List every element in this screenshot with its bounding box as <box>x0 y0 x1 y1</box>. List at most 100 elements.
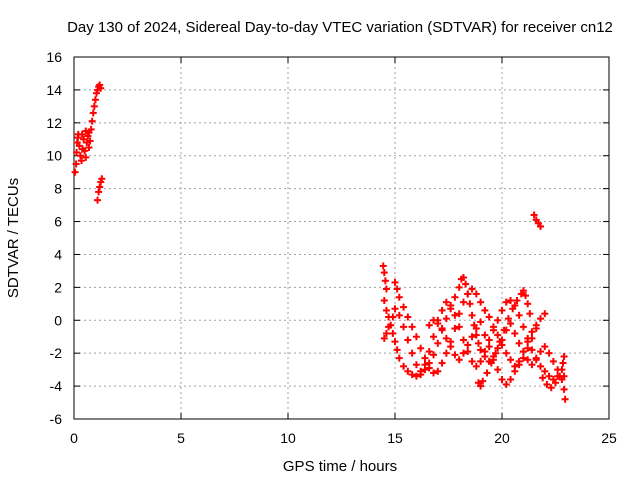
data-point <box>88 117 96 125</box>
data-point <box>492 349 500 357</box>
data-point <box>389 329 397 337</box>
data-point <box>524 300 532 308</box>
data-point <box>524 344 532 352</box>
data-point <box>78 130 86 138</box>
data-point <box>481 331 489 339</box>
data-point <box>382 285 390 293</box>
data-point <box>479 377 487 385</box>
y-tick-label: 14 <box>46 82 62 98</box>
data-point <box>417 344 425 352</box>
data-point <box>468 357 476 365</box>
data-point <box>447 343 455 351</box>
y-tick-label: 0 <box>54 312 62 328</box>
data-point <box>464 341 472 349</box>
data-point <box>393 346 401 354</box>
y-tick-label: -2 <box>50 345 63 361</box>
data-point <box>464 348 472 356</box>
y-tick-label: 10 <box>46 148 62 164</box>
data-point <box>82 127 90 135</box>
data-point <box>481 348 489 356</box>
data-point <box>74 134 82 142</box>
data-point <box>442 349 450 357</box>
data-point <box>537 348 545 356</box>
x-tick-label: 15 <box>387 430 403 446</box>
data-point <box>73 148 81 156</box>
data-point <box>434 320 442 328</box>
data-point <box>498 376 506 384</box>
data-point <box>412 361 420 369</box>
data-point <box>513 297 521 305</box>
x-axis-ticks: 0 5 10 15 20 25 <box>70 57 617 446</box>
data-point <box>532 356 540 364</box>
y-axis-ticks: -6 -4 -2 0 2 4 6 8 10 12 14 16 <box>46 49 609 427</box>
data-point <box>468 311 476 319</box>
data-point <box>511 329 519 337</box>
data-point <box>391 338 399 346</box>
data-point <box>528 328 536 336</box>
y-axis-label: SDTVAR / TECUs <box>5 178 22 298</box>
y-tick-label: 12 <box>46 115 62 131</box>
y-tick-label: 8 <box>54 181 62 197</box>
data-point <box>559 359 567 367</box>
data-point <box>541 310 549 318</box>
data-point <box>462 280 470 288</box>
data-point <box>434 367 442 375</box>
data-point <box>459 273 467 281</box>
data-point <box>502 298 510 306</box>
data-point <box>515 339 523 347</box>
data-point <box>382 329 390 337</box>
data-point <box>455 310 463 318</box>
data-point <box>455 356 463 364</box>
data-point <box>519 287 527 295</box>
data-point <box>408 323 416 331</box>
data-point <box>487 359 495 367</box>
data-point <box>494 331 502 339</box>
data-point <box>485 343 493 351</box>
data-point <box>408 371 416 379</box>
data-point <box>438 325 446 332</box>
data-point <box>438 306 446 314</box>
data-point <box>459 336 467 344</box>
data-point <box>71 168 79 176</box>
data-point <box>380 334 388 342</box>
data-point <box>76 152 84 160</box>
data-point <box>507 297 515 305</box>
data-point <box>395 354 403 362</box>
data-point <box>560 385 568 393</box>
data-point <box>425 321 433 329</box>
data-point <box>380 297 388 305</box>
data-point <box>447 301 455 309</box>
data-point <box>485 336 493 344</box>
data-point <box>412 333 420 341</box>
data-point <box>86 137 94 145</box>
data-point <box>504 315 512 323</box>
data-point <box>90 102 98 110</box>
data-point <box>545 349 553 357</box>
data-point <box>459 349 467 357</box>
data-point <box>530 211 538 219</box>
data-point <box>489 326 497 334</box>
data-point <box>532 321 540 329</box>
data-point <box>442 298 450 306</box>
data-point <box>524 356 532 364</box>
data-point <box>515 311 523 319</box>
data-point <box>442 315 450 323</box>
data-point <box>543 380 551 388</box>
data-point <box>77 157 85 165</box>
data-point <box>400 303 408 311</box>
data-point <box>72 160 80 168</box>
data-point <box>472 331 480 339</box>
data-point <box>528 361 536 369</box>
data-point <box>380 269 388 277</box>
data-point <box>379 262 387 270</box>
data-point <box>477 357 485 365</box>
data-point <box>417 367 425 375</box>
data-point <box>547 384 555 392</box>
data-point <box>524 334 532 342</box>
data-point <box>561 395 569 403</box>
x-axis-label: GPS time / hours <box>283 458 397 475</box>
data-point <box>502 380 510 388</box>
data-point <box>451 293 459 301</box>
data-point <box>472 362 480 370</box>
y-tick-label: 6 <box>54 214 62 230</box>
